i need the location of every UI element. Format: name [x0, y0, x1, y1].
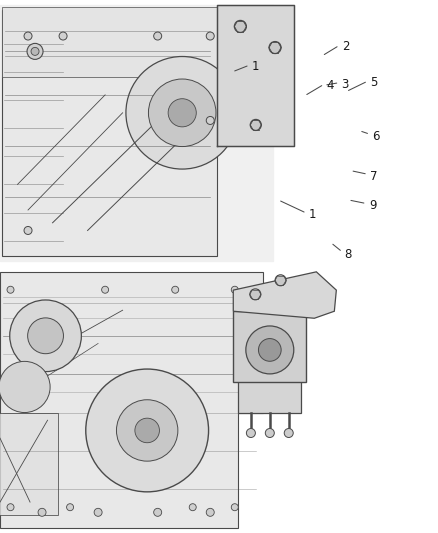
- Circle shape: [24, 227, 32, 235]
- Polygon shape: [233, 272, 336, 318]
- Polygon shape: [0, 272, 263, 528]
- Circle shape: [234, 20, 246, 33]
- Circle shape: [275, 275, 286, 286]
- Circle shape: [31, 47, 39, 55]
- Circle shape: [189, 504, 196, 511]
- Text: 9: 9: [369, 199, 376, 212]
- Text: 7: 7: [370, 170, 378, 183]
- Polygon shape: [0, 413, 58, 515]
- Circle shape: [86, 369, 208, 492]
- Circle shape: [7, 286, 14, 293]
- Circle shape: [231, 504, 238, 511]
- Circle shape: [250, 289, 261, 300]
- Polygon shape: [233, 311, 306, 382]
- Text: 4: 4: [326, 79, 334, 92]
- Circle shape: [102, 286, 109, 293]
- Circle shape: [38, 508, 46, 516]
- Circle shape: [247, 429, 255, 438]
- Circle shape: [67, 504, 74, 511]
- Bar: [217, 5, 294, 146]
- Polygon shape: [2, 10, 252, 256]
- Circle shape: [206, 116, 214, 125]
- Circle shape: [172, 286, 179, 293]
- Circle shape: [126, 56, 239, 169]
- Circle shape: [258, 338, 281, 361]
- Circle shape: [231, 286, 238, 293]
- Circle shape: [7, 504, 14, 511]
- Circle shape: [269, 42, 281, 53]
- Text: 6: 6: [372, 130, 380, 143]
- Circle shape: [250, 119, 261, 131]
- Text: 3: 3: [342, 78, 349, 91]
- Polygon shape: [0, 5, 273, 261]
- Circle shape: [265, 429, 274, 438]
- Text: 1: 1: [252, 60, 259, 73]
- Polygon shape: [2, 7, 217, 77]
- Circle shape: [148, 79, 216, 147]
- Text: 2: 2: [342, 41, 349, 53]
- Polygon shape: [238, 370, 301, 413]
- Circle shape: [0, 361, 50, 413]
- Circle shape: [154, 32, 162, 40]
- Circle shape: [10, 300, 81, 372]
- Circle shape: [135, 418, 159, 443]
- Circle shape: [154, 508, 162, 516]
- Circle shape: [168, 99, 196, 127]
- Circle shape: [117, 400, 178, 461]
- Circle shape: [246, 326, 294, 374]
- Circle shape: [206, 32, 214, 40]
- Circle shape: [27, 43, 43, 59]
- Text: 1: 1: [309, 208, 316, 221]
- Circle shape: [206, 508, 214, 516]
- Text: 8: 8: [345, 248, 352, 261]
- Circle shape: [28, 318, 64, 354]
- Circle shape: [284, 429, 293, 438]
- Circle shape: [24, 32, 32, 40]
- Circle shape: [94, 508, 102, 516]
- Circle shape: [59, 32, 67, 40]
- Text: 5: 5: [370, 76, 378, 89]
